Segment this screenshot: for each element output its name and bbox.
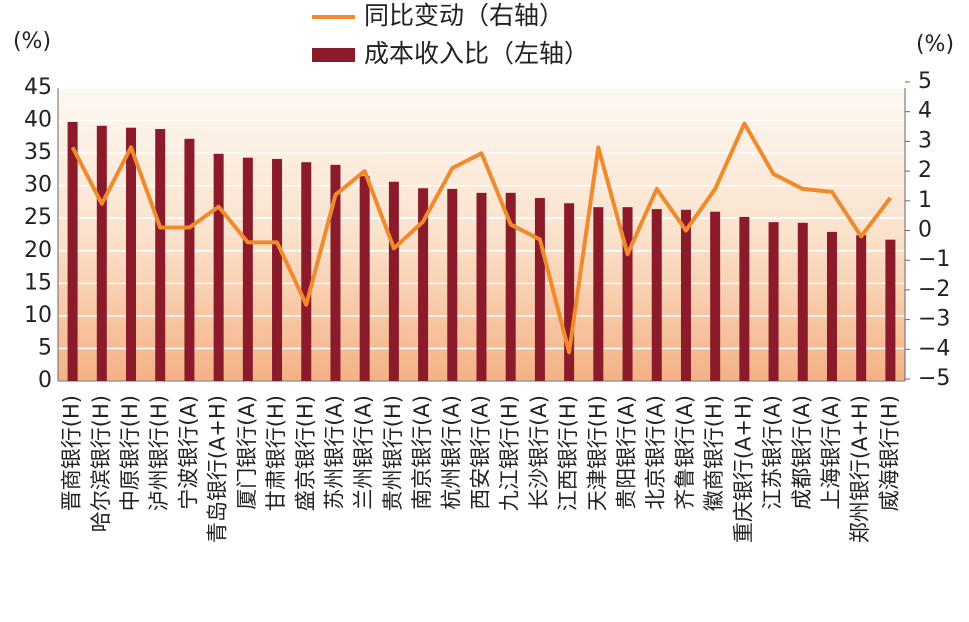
x-tick-label: 西安银行(A) (469, 395, 493, 510)
bar (534, 198, 545, 381)
bar (739, 216, 750, 381)
y-tick-label: 0 (38, 368, 52, 393)
y-tick-label: 40 (24, 108, 52, 133)
y-tick-label: 30 (24, 173, 52, 198)
x-tick-label: 南京银行(A) (410, 395, 434, 510)
y-tick-label: 10 (24, 303, 52, 328)
x-tick-label: 江苏银行(A) (761, 395, 785, 510)
legend-label: 成本收入比（左轴） (364, 39, 589, 68)
y-tick-label: 45 (24, 75, 52, 100)
x-tick-label: 贵阳银行(A) (615, 395, 639, 510)
bar (67, 121, 78, 381)
x-tick-label: 齐鲁银行(A) (673, 395, 697, 510)
x-tick-label: 中原银行(H) (118, 395, 142, 511)
x-tick-label: 盛京银行(H) (293, 395, 317, 511)
bar (447, 188, 458, 381)
y2-axis-label: (%) (916, 32, 954, 57)
bar (359, 175, 370, 381)
x-tick-label: 兰州银行(A) (352, 395, 376, 510)
y2-tick-label: 3 (918, 128, 932, 153)
x-tick-label: 徽商银行(H) (702, 395, 726, 511)
x-tick-label: 天津银行(H) (585, 395, 609, 511)
bar (826, 231, 837, 381)
y2-tick-label: −4 (918, 336, 950, 361)
bar (184, 138, 195, 381)
bar (710, 211, 721, 381)
bar (126, 127, 137, 382)
y2-tick-label: 1 (918, 188, 932, 213)
x-tick-label: 贵州银行(H) (381, 395, 405, 511)
x-tick-label: 郑州银行(A+H) (848, 395, 872, 543)
y2-tick-label: −3 (918, 307, 950, 332)
y2-tick-label: −5 (918, 366, 950, 391)
y-tick-label: 35 (24, 140, 52, 165)
x-tick-label: 杭州银行(A) (439, 395, 463, 510)
bar (768, 222, 779, 381)
y2-tick-label: −1 (918, 247, 950, 272)
y2-tick-label: 2 (918, 158, 932, 183)
bar (96, 125, 107, 382)
x-tick-label: 北京银行(A) (644, 395, 668, 510)
x-tick-label: 甘肃银行(H) (264, 395, 288, 511)
bar (301, 162, 312, 381)
bar (797, 222, 808, 381)
y2-tick-label: 4 (918, 99, 932, 124)
y2-tick-label: −2 (918, 277, 950, 302)
line (70, 121, 892, 355)
x-tick-label: 长沙银行(A) (527, 395, 551, 510)
x-tick-label: 成都银行(A) (790, 395, 814, 510)
x-tick-label: 威海银行(H) (877, 395, 901, 511)
bar (272, 158, 283, 381)
bar (213, 153, 224, 381)
x-tick-label: 江西银行(H) (556, 395, 580, 511)
bar (622, 207, 633, 381)
x-tick-label: 宁波银行(A) (176, 395, 200, 510)
y2-tick-label: 5 (918, 69, 932, 94)
bar (418, 188, 429, 381)
bar (242, 157, 253, 381)
bar (593, 207, 604, 381)
y-tick-label: 25 (24, 205, 52, 230)
bar (388, 181, 399, 381)
x-tick-label: 晋商银行(H) (60, 395, 84, 511)
bar (651, 209, 662, 381)
x-tick-label: 泸州银行(H) (147, 395, 171, 511)
y-tick-label: 15 (24, 270, 52, 295)
bar (885, 239, 896, 381)
bar (330, 164, 341, 381)
x-tick-label: 厦门银行(A) (235, 395, 259, 510)
legend-label: 同比变动（右轴） (364, 1, 564, 30)
y-axis-label: (%) (13, 29, 51, 54)
y2-tick-label: 0 (918, 218, 932, 243)
x-tick-label: 哈尔滨银行(H) (89, 395, 113, 532)
x-tick-label: 上海银行(A) (819, 395, 843, 510)
bar (680, 209, 691, 381)
y-tick-label: 5 (38, 335, 52, 360)
bar (856, 235, 867, 381)
x-tick-label: 九江银行(H) (498, 395, 522, 511)
bar (564, 203, 575, 381)
bar (505, 192, 516, 381)
bar (476, 192, 487, 381)
x-tick-label: 苏州银行(A) (322, 395, 346, 510)
bar (155, 129, 166, 381)
x-tick-label: 重庆银行(A+H) (731, 395, 755, 543)
x-tick-label: 青岛银行(A+H) (206, 395, 230, 543)
legend-swatch (312, 48, 355, 62)
y-tick-label: 20 (24, 238, 52, 263)
